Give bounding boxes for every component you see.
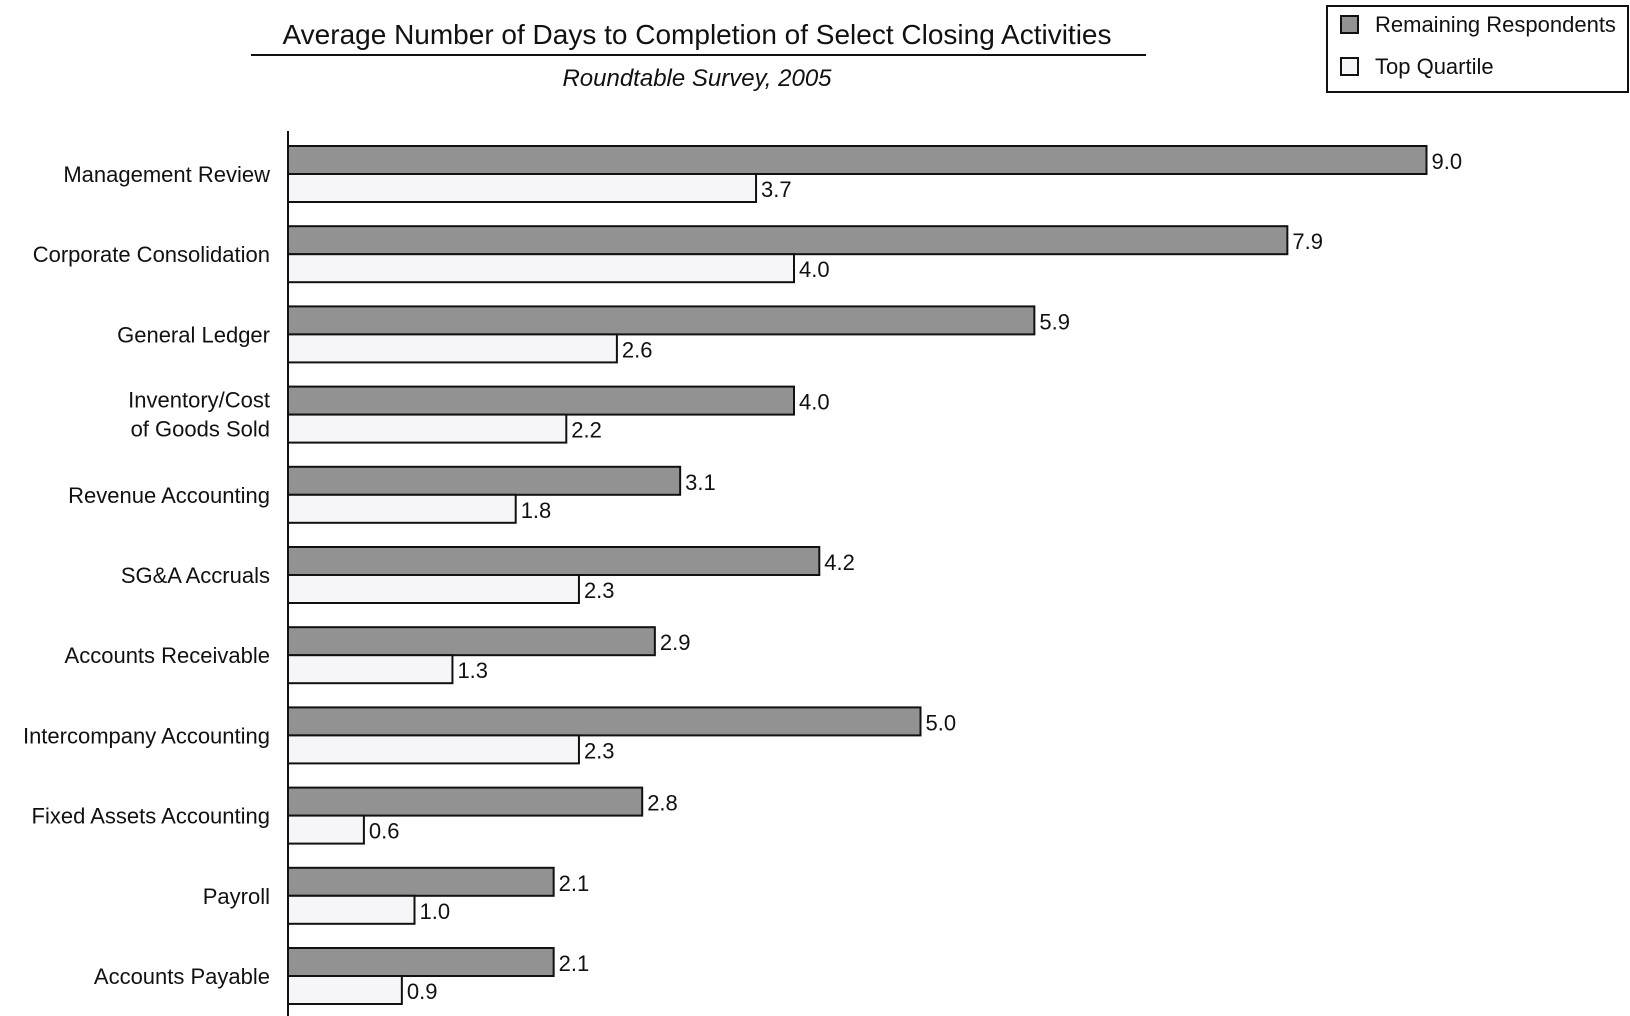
category-label-line: Intercompany Accounting bbox=[23, 723, 270, 748]
bar-top-quartile bbox=[287, 173, 758, 203]
category-label-line: Accounts Receivable bbox=[65, 643, 270, 668]
data-label-top-quartile: 1.8 bbox=[521, 498, 552, 523]
bar-remaining-respondents bbox=[287, 947, 555, 977]
category-label: SG&A Accruals bbox=[121, 563, 270, 588]
data-label-remaining-respondents: 5.9 bbox=[1039, 309, 1070, 334]
category-label: Revenue Accounting bbox=[68, 483, 270, 508]
category-label: Fixed Assets Accounting bbox=[32, 804, 270, 829]
data-label-remaining-respondents: 3.1 bbox=[685, 470, 716, 495]
category-label-line: of Goods Sold bbox=[131, 417, 270, 442]
bar-top-quartile bbox=[287, 894, 416, 925]
category-label: Accounts Receivable bbox=[65, 643, 270, 668]
legend: Remaining Respondents Top Quartile bbox=[1326, 5, 1629, 93]
category-label: Intercompany Accounting bbox=[23, 723, 270, 748]
bar-remaining-respondents bbox=[287, 225, 1289, 256]
data-label-top-quartile: 2.2 bbox=[571, 418, 602, 443]
category-label: General Ledger bbox=[117, 322, 270, 347]
category-label: Payroll bbox=[203, 884, 270, 909]
bar-top-quartile bbox=[287, 574, 580, 604]
bar-remaining-respondents bbox=[287, 546, 821, 576]
bar-remaining-respondents bbox=[287, 706, 922, 737]
data-label-remaining-respondents: 2.1 bbox=[559, 951, 590, 976]
category-label: Inventory/Cost of Goods Sold bbox=[128, 388, 270, 442]
bar-top-quartile bbox=[287, 654, 454, 685]
category-label: Management Review bbox=[63, 162, 270, 187]
legend-swatch-top-quartile bbox=[1340, 57, 1359, 76]
chart-subtitle: Roundtable Survey, 2005 bbox=[562, 65, 832, 92]
bar-remaining-respondents bbox=[287, 465, 682, 496]
legend-label-remaining: Remaining Respondents bbox=[1375, 12, 1616, 37]
bar-top-quartile bbox=[287, 493, 517, 524]
data-label-top-quartile: 0.9 bbox=[407, 979, 438, 1004]
title-group: Average Number of Days to Completion of … bbox=[251, 19, 1146, 92]
legend-label-top-quartile: Top Quartile bbox=[1375, 54, 1494, 79]
legend-swatch-remaining bbox=[1340, 15, 1359, 34]
data-label-top-quartile: 2.3 bbox=[584, 738, 615, 763]
bar-remaining-respondents bbox=[287, 786, 644, 817]
data-label-top-quartile: 1.3 bbox=[457, 658, 488, 683]
data-label-top-quartile: 1.0 bbox=[420, 899, 451, 924]
bar-top-quartile bbox=[287, 253, 795, 284]
category-label-line: Accounts Payable bbox=[94, 964, 270, 989]
category-label-line: Management Review bbox=[63, 162, 270, 187]
bar-remaining-respondents bbox=[287, 305, 1036, 336]
category-label-line: Payroll bbox=[203, 884, 270, 909]
data-label-remaining-respondents: 2.8 bbox=[647, 791, 678, 816]
data-label-top-quartile: 0.6 bbox=[369, 819, 400, 844]
data-label-top-quartile: 2.6 bbox=[622, 337, 653, 362]
category-label-line: General Ledger bbox=[117, 322, 270, 347]
data-label-top-quartile: 3.7 bbox=[761, 177, 792, 202]
data-label-remaining-respondents: 7.9 bbox=[1292, 229, 1323, 254]
data-label-top-quartile: 4.0 bbox=[799, 257, 830, 282]
bar-top-quartile bbox=[287, 734, 580, 765]
data-label-remaining-respondents: 5.0 bbox=[926, 710, 957, 735]
category-label: Accounts Payable bbox=[94, 964, 270, 989]
bar-top-quartile bbox=[287, 333, 618, 364]
chart-title: Average Number of Days to Completion of … bbox=[283, 19, 1112, 50]
bar-remaining-respondents bbox=[287, 866, 555, 897]
bar-remaining-respondents bbox=[287, 385, 795, 416]
bar-top-quartile bbox=[287, 413, 568, 444]
category-label-line: SG&A Accruals bbox=[121, 563, 270, 588]
data-label-remaining-respondents: 9.0 bbox=[1432, 149, 1463, 174]
plot-area: Management Review 9.0 3.7 Corporate Consoli… bbox=[23, 145, 1463, 1005]
bar-top-quartile bbox=[287, 975, 403, 1005]
category-label: Corporate Consolidation bbox=[33, 242, 270, 267]
category-label-line: Corporate Consolidation bbox=[33, 242, 270, 267]
bar-remaining-respondents bbox=[287, 626, 656, 657]
category-label-line: Revenue Accounting bbox=[68, 483, 270, 508]
data-label-remaining-respondents: 4.2 bbox=[824, 550, 855, 575]
data-label-remaining-respondents: 4.0 bbox=[799, 390, 830, 415]
data-label-top-quartile: 2.3 bbox=[584, 578, 615, 603]
data-label-remaining-respondents: 2.1 bbox=[559, 871, 590, 896]
data-label-remaining-respondents: 2.9 bbox=[660, 630, 691, 655]
legend-box bbox=[1326, 5, 1629, 93]
category-label-line: Fixed Assets Accounting bbox=[32, 804, 270, 829]
bar-remaining-respondents bbox=[287, 145, 1428, 175]
bar-top-quartile bbox=[287, 814, 365, 845]
category-label-line: Inventory/Cost bbox=[128, 388, 270, 413]
